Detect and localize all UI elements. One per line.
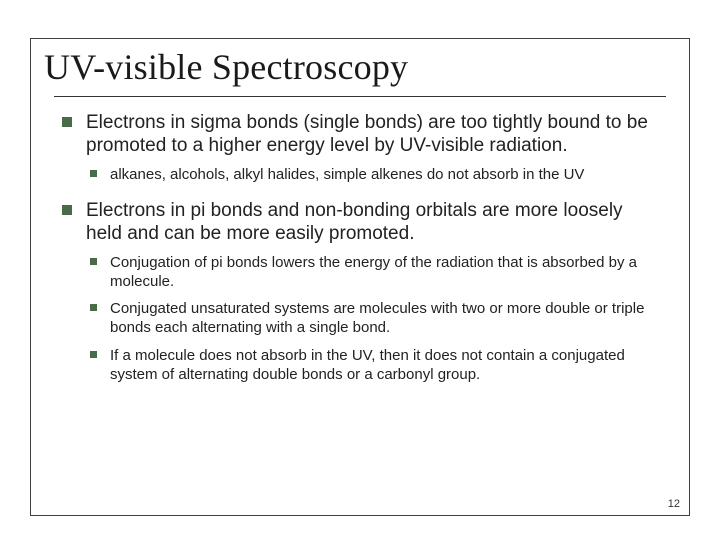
slide: UV-visible Spectroscopy Electrons in sig… bbox=[0, 0, 720, 540]
title-underline bbox=[54, 96, 666, 97]
sub-bullet-text: Conjugation of pi bonds lowers the energ… bbox=[110, 254, 637, 290]
bullet-item: Electrons in sigma bonds (single bonds) … bbox=[58, 111, 662, 185]
sub-bullet-item: Conjugated unsaturated systems are molec… bbox=[86, 299, 662, 337]
slide-title: UV-visible Spectroscopy bbox=[24, 20, 696, 92]
sub-bullet-text: If a molecule does not absorb in the UV,… bbox=[110, 347, 625, 383]
sub-bullet-text: alkanes, alcohols, alkyl halides, simple… bbox=[110, 166, 584, 183]
sub-bullet-list: Conjugation of pi bonds lowers the energ… bbox=[86, 253, 662, 384]
page-number: 12 bbox=[668, 498, 680, 510]
sub-bullet-item: If a molecule does not absorb in the UV,… bbox=[86, 346, 662, 384]
slide-content: Electrons in sigma bonds (single bonds) … bbox=[24, 111, 696, 384]
bullet-text: Electrons in pi bonds and non-bonding or… bbox=[86, 200, 623, 244]
bullet-item: Electrons in pi bonds and non-bonding or… bbox=[58, 199, 662, 384]
bullet-text: Electrons in sigma bonds (single bonds) … bbox=[86, 112, 648, 156]
sub-bullet-list: alkanes, alcohols, alkyl halides, simple… bbox=[86, 165, 662, 184]
sub-bullet-item: Conjugation of pi bonds lowers the energ… bbox=[86, 253, 662, 291]
sub-bullet-text: Conjugated unsaturated systems are molec… bbox=[110, 300, 644, 336]
sub-bullet-item: alkanes, alcohols, alkyl halides, simple… bbox=[86, 165, 662, 184]
bullet-list: Electrons in sigma bonds (single bonds) … bbox=[58, 111, 662, 384]
